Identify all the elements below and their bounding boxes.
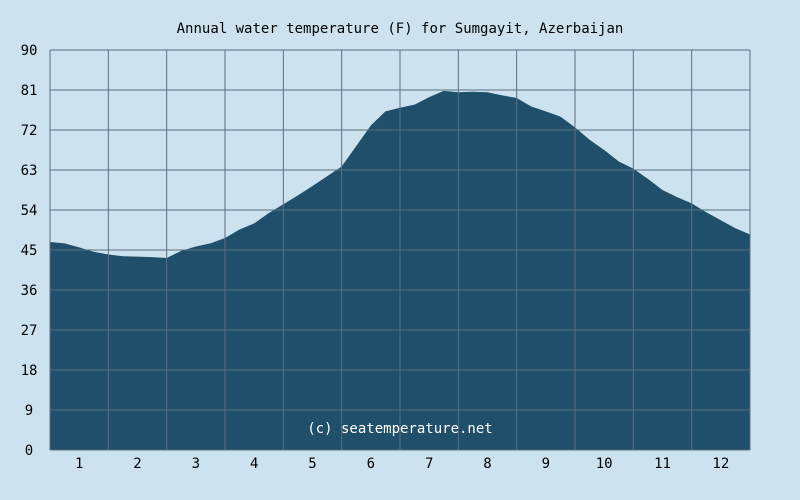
y-tick-label: 27 (21, 323, 38, 339)
watermark-text: (c) seatemperature.net (307, 421, 492, 437)
y-tick-label: 9 (25, 403, 33, 419)
chart-title: Annual water temperature (F) for Sumgayi… (177, 21, 624, 37)
x-tick-label: 8 (483, 456, 491, 472)
y-tick-label: 36 (21, 283, 38, 299)
x-tick-label: 3 (192, 456, 200, 472)
x-tick-label: 4 (250, 456, 258, 472)
x-tick-label: 1 (75, 456, 83, 472)
y-tick-label: 54 (21, 203, 38, 219)
y-tick-label: 0 (25, 443, 33, 459)
x-tick-label: 2 (133, 456, 141, 472)
y-tick-label: 72 (21, 123, 38, 139)
y-axis-ticks: 0 9 18 27 36 45 54 63 72 81 90 (21, 43, 38, 459)
y-tick-label: 90 (21, 43, 38, 59)
x-tick-label: 11 (654, 456, 671, 472)
y-tick-label: 18 (21, 363, 38, 379)
x-tick-label: 9 (542, 456, 550, 472)
y-tick-label: 81 (21, 83, 38, 99)
y-tick-label: 63 (21, 163, 38, 179)
x-tick-label: 6 (367, 456, 375, 472)
y-tick-label: 45 (21, 243, 38, 259)
x-tick-label: 12 (712, 456, 729, 472)
x-tick-label: 5 (308, 456, 316, 472)
x-tick-label: 10 (596, 456, 613, 472)
x-tick-label: 7 (425, 456, 433, 472)
x-axis-ticks: 1 2 3 4 5 6 7 8 9 10 11 12 (75, 456, 729, 472)
grid-layer (49, 49, 751, 451)
